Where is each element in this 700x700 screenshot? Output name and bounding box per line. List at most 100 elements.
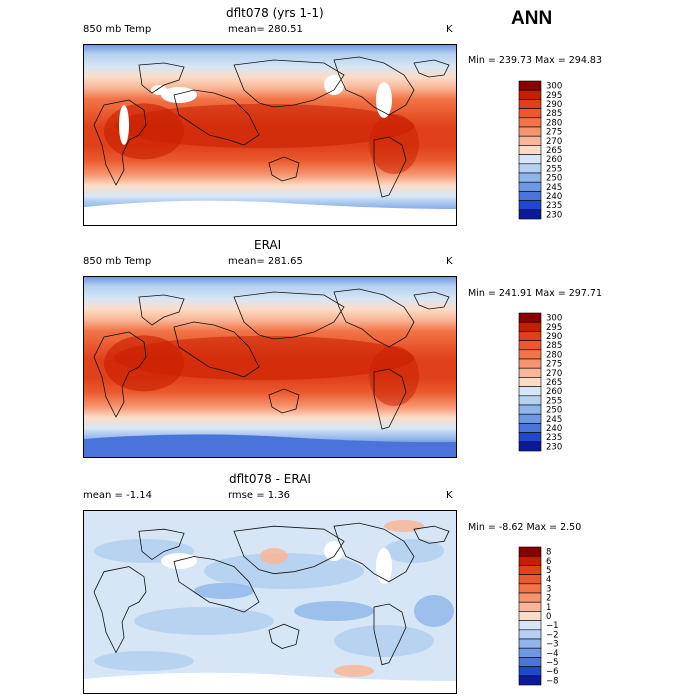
colorbar-tick-label: 300 — [546, 314, 562, 324]
panel-3-title: dflt078 - ERAI — [229, 472, 311, 486]
panel-2-mean-label: mean= 281.65 — [228, 256, 303, 267]
colorbar-tick-label: 260 — [546, 155, 562, 165]
colorbar-tick-label: 250 — [546, 406, 562, 416]
colorbar-tick-label: 290 — [546, 332, 562, 342]
colorbar-swatch — [518, 377, 542, 387]
colorbar-tick-label: 245 — [546, 415, 562, 425]
colorbar-swatch — [518, 89, 542, 100]
panel-2-title: ERAI — [254, 238, 282, 252]
colorbar-tick-label: 285 — [546, 109, 562, 119]
colorbar-tick-label: 270 — [546, 369, 562, 379]
colorbar-swatch — [518, 675, 542, 686]
panel-2-map-field — [84, 277, 456, 457]
colorbar-tick-label: 240 — [546, 192, 562, 202]
colorbar-swatch — [518, 108, 542, 119]
colorbar-tick-label: −8 — [546, 676, 559, 686]
colorbar-tick-label: −5 — [546, 658, 559, 668]
colorbar-swatch — [518, 154, 542, 165]
colorbar-swatch — [518, 555, 542, 566]
colorbar-tick-label: 2 — [546, 594, 551, 604]
colorbar-swatch — [518, 163, 542, 174]
colorbar-tick-label: 3 — [546, 584, 551, 594]
panel-1-min-max: Min = 239.73 Max = 294.83 — [468, 55, 602, 66]
panel-3-units: K — [446, 490, 453, 501]
colorbar-swatch — [518, 331, 542, 341]
colorbar-swatch — [518, 441, 542, 452]
colorbar-tick-label: −1 — [546, 621, 559, 631]
colorbar-swatch — [518, 386, 542, 397]
colorbar-tick-label: −6 — [546, 667, 559, 677]
panel-1-mean-label: mean= 280.51 — [228, 24, 303, 35]
colorbar-swatch — [518, 574, 542, 585]
panel-2-units: K — [446, 256, 453, 267]
colorbar-swatch — [518, 546, 542, 557]
colorbar-swatch — [518, 209, 542, 220]
colorbar-swatch — [518, 565, 542, 575]
panel-3-mean-label: mean = -1.14 — [83, 490, 152, 501]
colorbar-tick-label: 5 — [546, 566, 551, 576]
colorbar-tick-label: 285 — [546, 341, 562, 351]
panel-1-variable-label: 850 mb Temp — [83, 24, 152, 35]
colorbar-tick-label: 230 — [546, 442, 562, 452]
panel-1-map-field — [84, 45, 456, 225]
colorbar-tick-label: 4 — [546, 575, 551, 585]
colorbar-swatch — [518, 340, 542, 351]
colorbar-tick-label: 255 — [546, 164, 562, 174]
colorbar-swatch — [518, 592, 542, 603]
panel-1-colorbar: 300 295 290 285 280 275 270 265 260 255 250 245 240 2… — [518, 80, 578, 226]
colorbar-swatch — [518, 638, 542, 649]
colorbar-swatch — [518, 135, 542, 146]
panel-2-variable-label: 850 mb Temp — [83, 256, 152, 267]
colorbar-swatch — [518, 181, 542, 192]
colorbar-swatch — [518, 367, 542, 378]
panel-1-map — [83, 44, 457, 226]
colorbar-tick-label: 250 — [546, 174, 562, 184]
colorbar-swatch — [518, 611, 542, 621]
colorbar-tick-label: −4 — [546, 649, 559, 659]
season-label: ANN — [511, 8, 553, 29]
colorbar-tick-label: 0 — [546, 612, 551, 622]
colorbar-swatch — [518, 99, 542, 109]
colorbar-tick-label: 270 — [546, 137, 562, 147]
colorbar-swatch — [518, 413, 542, 424]
colorbar-tick-label: 235 — [546, 201, 562, 211]
colorbar-swatch — [518, 312, 542, 323]
colorbar-swatch — [518, 432, 542, 443]
colorbar-tick-label: 275 — [546, 128, 562, 138]
colorbar-swatch — [518, 620, 542, 631]
colorbar-swatch — [518, 145, 542, 155]
colorbar-tick-label: 280 — [546, 350, 562, 360]
colorbar-tick-label: 260 — [546, 387, 562, 397]
colorbar-tick-label: 265 — [546, 378, 562, 388]
panel-3-map-field — [84, 511, 456, 693]
colorbar-swatch — [518, 321, 542, 332]
colorbar-swatch — [518, 80, 542, 91]
colorbar-tick-label: 255 — [546, 396, 562, 406]
colorbar-tick-label: 6 — [546, 557, 551, 567]
colorbar-tick-label: 295 — [546, 91, 562, 101]
colorbar-swatch — [518, 117, 542, 128]
colorbar-swatch — [518, 395, 542, 406]
panel-1-units: K — [446, 24, 453, 35]
colorbar-swatch — [518, 666, 542, 677]
colorbar-swatch — [518, 349, 542, 360]
colorbar-tick-label: 230 — [546, 210, 562, 220]
panel-3-rmse-label: rmse = 1.36 — [228, 490, 291, 501]
colorbar-tick-label: −2 — [546, 630, 559, 640]
colorbar-swatch — [518, 172, 542, 183]
panel-2-colorbar: 300 295 290 285 280 275 270 265 260 255 250 245 240 2… — [518, 312, 578, 458]
colorbar-tick-label: 300 — [546, 82, 562, 92]
panel-2-min-max: Min = 241.91 Max = 297.71 — [468, 288, 602, 299]
panel-3-colorbar: 8 6 5 4 3 2 1 0 −1 −2 −3 −4 −5 −6 −8 — [518, 546, 578, 692]
colorbar-tick-label: 280 — [546, 118, 562, 128]
colorbar-tick-label: 245 — [546, 183, 562, 193]
panel-3-min-max: Min = -8.62 Max = 2.50 — [468, 522, 582, 533]
panel-3-map — [83, 510, 457, 694]
colorbar-tick-label: 8 — [546, 548, 551, 558]
colorbar-tick-label: 295 — [546, 323, 562, 333]
colorbar-swatch — [518, 583, 542, 594]
colorbar-swatch — [518, 423, 542, 433]
colorbar-swatch — [518, 126, 542, 137]
colorbar-swatch — [518, 404, 542, 415]
panel-2-map — [83, 276, 457, 458]
